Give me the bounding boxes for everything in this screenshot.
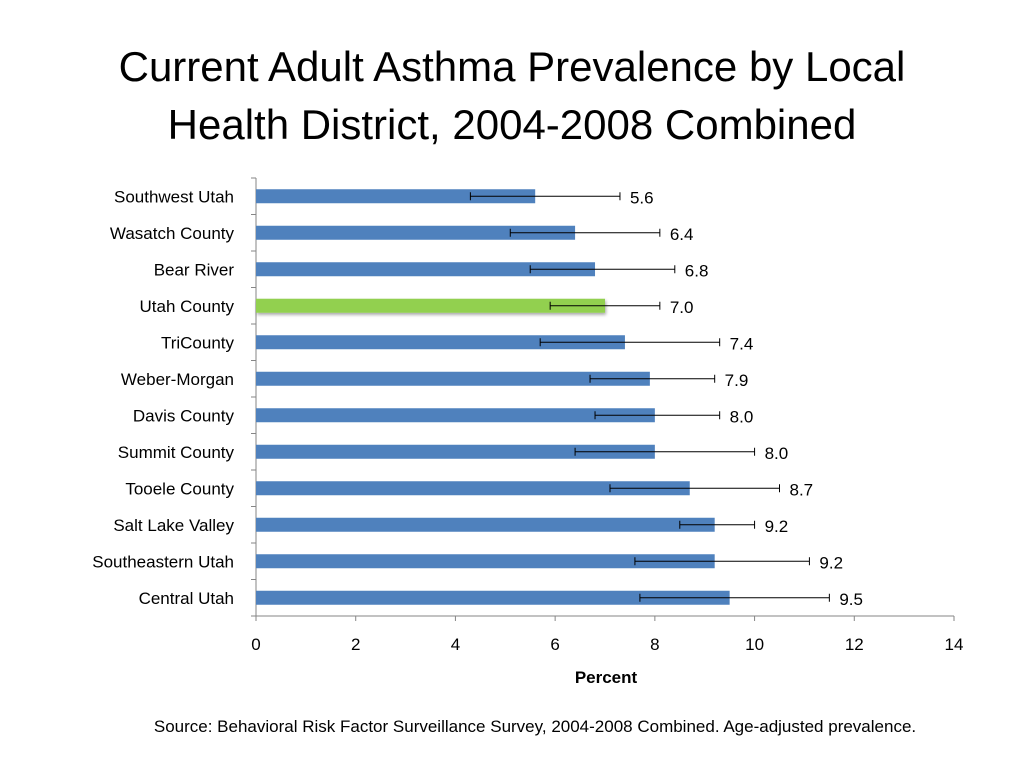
- bar: [256, 444, 655, 459]
- category-label: Salt Lake Valley: [113, 516, 234, 535]
- data-label: 9.2: [819, 553, 843, 572]
- data-label: 8.7: [790, 480, 814, 499]
- x-tick-label: 8: [650, 635, 659, 654]
- bar: [256, 590, 730, 605]
- bar: [256, 189, 536, 204]
- x-tick-label: 14: [945, 635, 964, 654]
- bar: [256, 371, 650, 386]
- bar: [256, 517, 715, 532]
- bar-highlighted: [256, 298, 605, 313]
- data-label: 7.9: [725, 371, 749, 390]
- data-label: 6.8: [685, 261, 709, 280]
- x-tick-label: 4: [451, 635, 460, 654]
- bar: [256, 335, 625, 350]
- data-label: 9.2: [765, 517, 789, 536]
- data-label: 8.0: [765, 444, 789, 463]
- x-tick-label: 10: [745, 635, 764, 654]
- slide-title-line-1: Current Adult Asthma Prevalence by Local: [118, 43, 906, 90]
- slide-title-line-2: Health District, 2004-2008 Combined: [167, 101, 857, 148]
- category-label: Bear River: [154, 260, 235, 279]
- bar: [256, 225, 576, 240]
- category-label: TriCounty: [161, 333, 235, 352]
- category-label: Wasatch County: [110, 224, 235, 243]
- data-label: 9.5: [839, 590, 863, 609]
- bar: [256, 554, 715, 569]
- data-label: 6.4: [670, 225, 694, 244]
- data-label: 7.4: [730, 334, 754, 353]
- bar-chart: 0 2 4 6 8 10 12 14 Percent Southwest Utah 5.6 Wasat…: [92, 177, 964, 687]
- category-label: Tooele County: [125, 479, 234, 498]
- category-label: Central Utah: [139, 589, 234, 608]
- data-label: 8.0: [730, 407, 754, 426]
- x-tick-label: 2: [351, 635, 360, 654]
- data-label: 7.0: [670, 298, 694, 317]
- category-label: Southwest Utah: [114, 187, 234, 206]
- x-axis-title: Percent: [575, 668, 638, 687]
- category-label: Summit County: [118, 443, 235, 462]
- category-label: Utah County: [140, 297, 235, 316]
- bar: [256, 408, 655, 423]
- bar: [256, 262, 596, 277]
- x-tick-label: 6: [550, 635, 559, 654]
- data-label: 5.6: [630, 188, 654, 207]
- x-tick-label: 0: [251, 635, 260, 654]
- x-tick-label: 12: [845, 635, 864, 654]
- category-label: Weber-Morgan: [121, 370, 234, 389]
- category-label: Southeastern Utah: [92, 552, 234, 571]
- slide-title: Current Adult Asthma Prevalence by Local…: [0, 38, 1024, 154]
- bar: [256, 481, 690, 496]
- category-label: Davis County: [133, 406, 235, 425]
- source-note: Source: Behavioral Risk Factor Surveilla…: [153, 717, 917, 736]
